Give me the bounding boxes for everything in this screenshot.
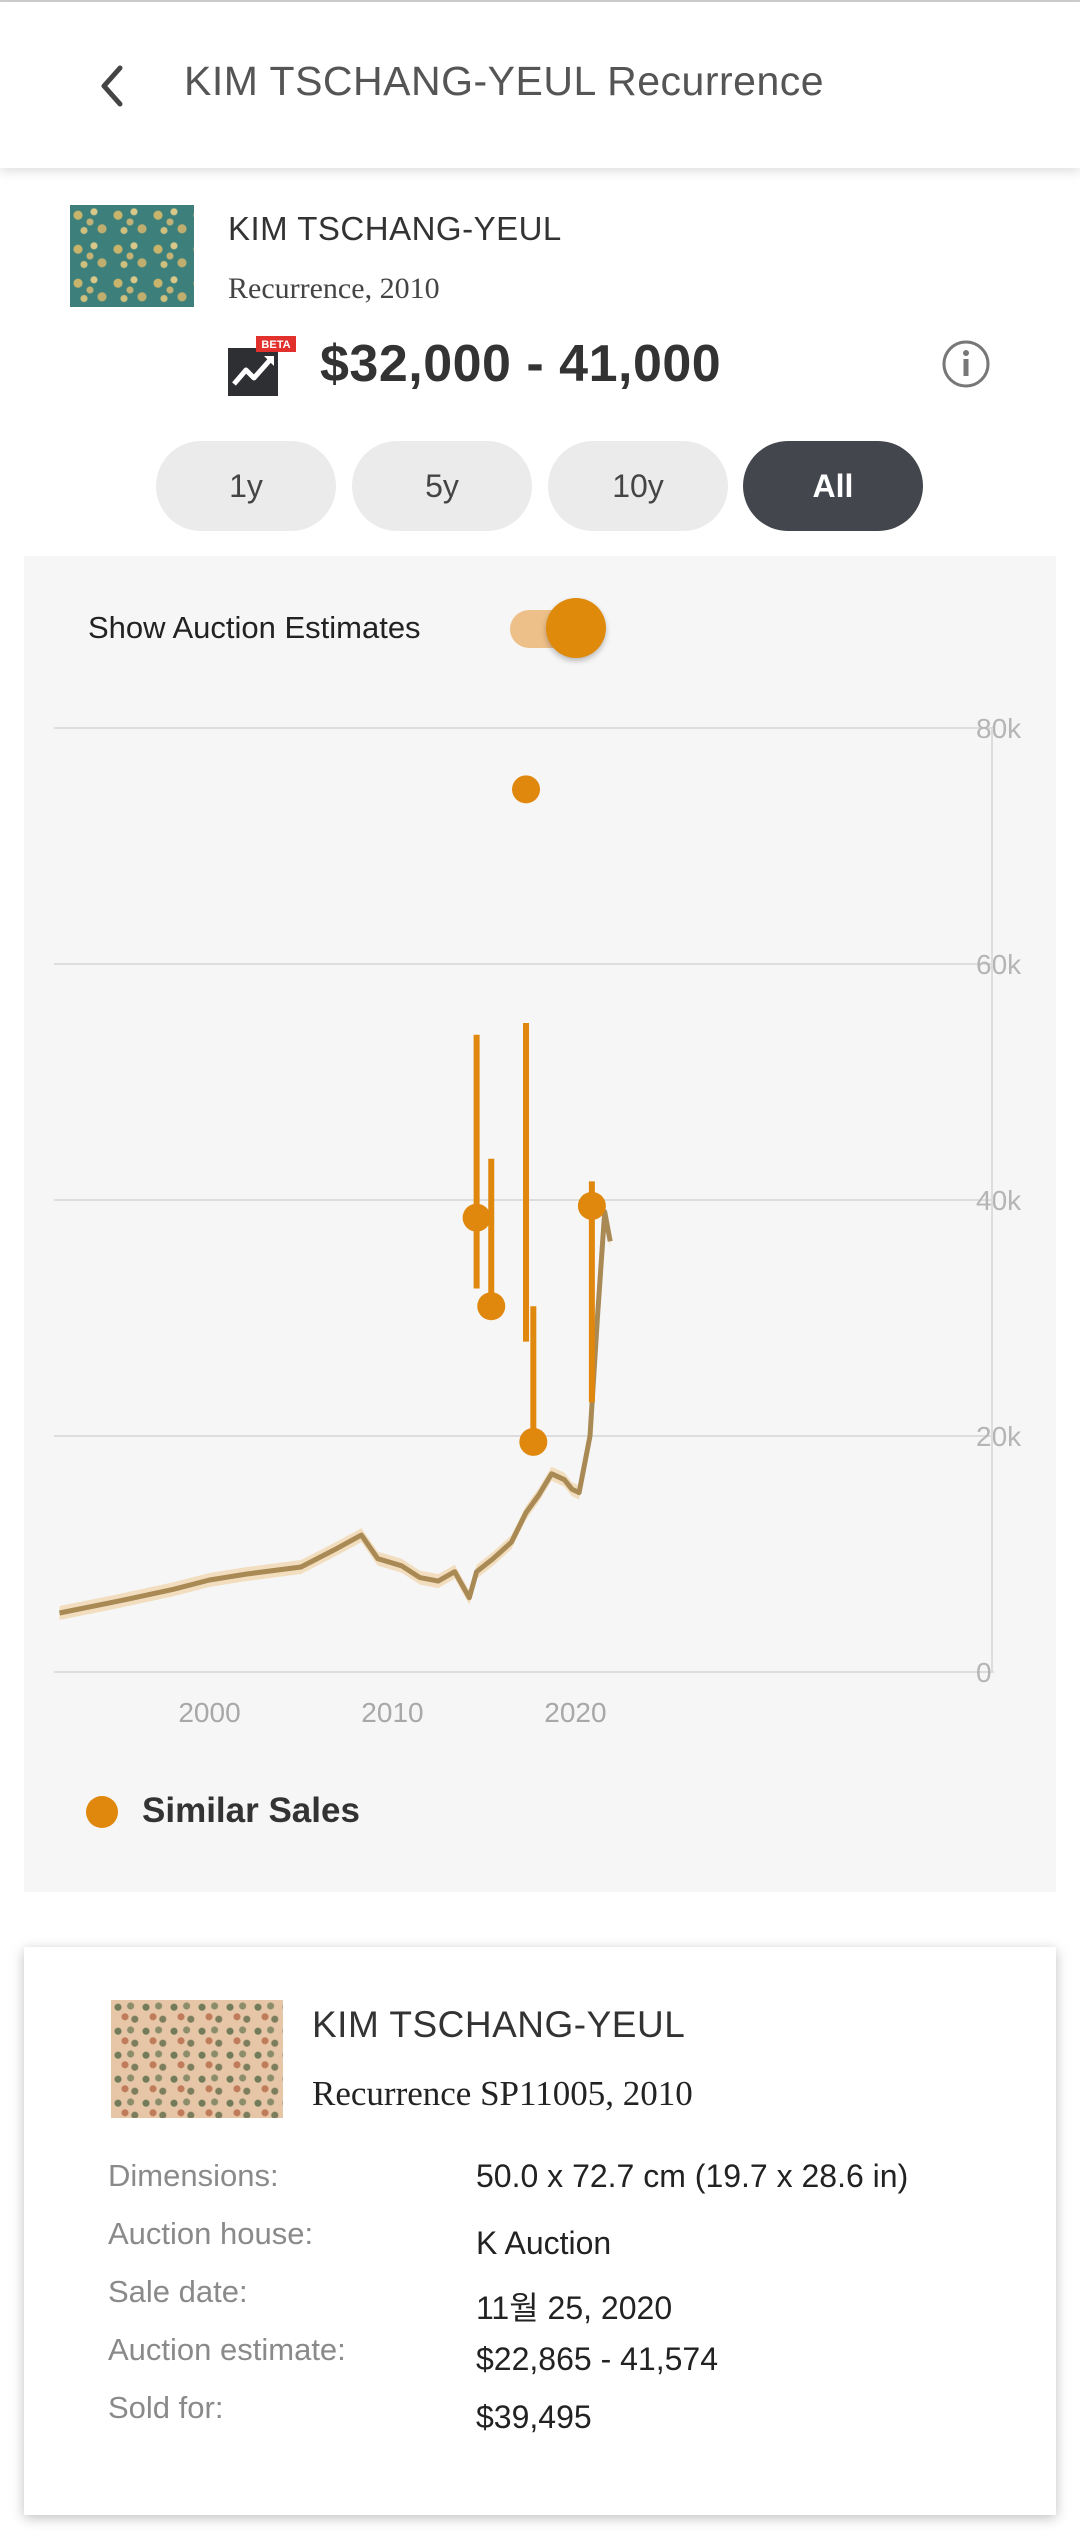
popup-pointer bbox=[504, 1910, 580, 1948]
x-tick-label: 2000 bbox=[178, 1697, 240, 1728]
similar-sale-point bbox=[462, 1203, 491, 1232]
beta-badge: BETA bbox=[261, 339, 290, 351]
artist-name: KIM TSCHANG-YEUL bbox=[228, 210, 562, 247]
detail-value-dimensions: 50.0 x 72.7 cm (19.7 x 28.6 in) bbox=[476, 2158, 909, 2194]
chart-panel bbox=[24, 556, 1056, 1892]
price-estimate: $32,000 - 41,000 bbox=[320, 335, 722, 393]
toggle-label: Show Auction Estimates bbox=[88, 610, 421, 645]
y-tick-label: 60k bbox=[976, 949, 1022, 980]
trend-beta-icon: BETA bbox=[228, 336, 296, 396]
y-tick-label: 20k bbox=[976, 1421, 1022, 1452]
sale-artwork-title: Recurrence SP11005, 2010 bbox=[312, 2074, 693, 2113]
range-tab-5y[interactable]: 5y bbox=[352, 441, 532, 531]
similar-sale-point bbox=[519, 1427, 548, 1456]
detail-label-sale-date: Sale date: bbox=[108, 2274, 248, 2309]
detail-label-auction-house: Auction house: bbox=[108, 2216, 314, 2251]
auction-estimates-toggle[interactable] bbox=[510, 598, 610, 658]
trend-line bbox=[59, 1209, 613, 1616]
y-tick-label: 80k bbox=[976, 713, 1022, 744]
range-tab-10y[interactable]: 10y bbox=[548, 441, 728, 531]
similar-sale-point bbox=[577, 1191, 606, 1220]
legend-dot bbox=[86, 1796, 118, 1828]
sale-artist-name: KIM TSCHANG-YEUL bbox=[312, 2004, 686, 2045]
y-tick-label: 0 bbox=[976, 1657, 992, 1688]
page-title: KIM TSCHANG-YEUL Recurrence bbox=[184, 58, 825, 104]
price-chart: 0 20k 40k 60k 80k 2000 2010 2020 bbox=[54, 713, 1022, 1728]
info-icon[interactable] bbox=[940, 338, 992, 390]
range-tab-1y[interactable]: 1y bbox=[156, 441, 336, 531]
detail-label-dimensions: Dimensions: bbox=[108, 2158, 279, 2193]
similar-sale-point bbox=[512, 775, 541, 804]
status-divider bbox=[0, 0, 1080, 2]
x-tick-label: 2020 bbox=[544, 1697, 606, 1728]
range-tab-all[interactable]: All bbox=[743, 441, 923, 531]
app-header: KIM TSCHANG-YEUL Recurrence bbox=[0, 2, 1080, 168]
detail-value-auction-house: K Auction bbox=[476, 2225, 612, 2261]
y-tick-label: 40k bbox=[976, 1185, 1022, 1216]
toggle-knob bbox=[546, 598, 606, 658]
similar-sale-point bbox=[477, 1292, 506, 1321]
x-tick-label: 2010 bbox=[361, 1697, 423, 1728]
detail-value-sold-for: $39,495 bbox=[476, 2399, 592, 2435]
detail-label-auction-estimate: Auction estimate: bbox=[108, 2332, 346, 2367]
detail-label-sold-for: Sold for: bbox=[108, 2390, 224, 2425]
artwork-title: Recurrence, 2010 bbox=[228, 272, 440, 305]
chevron-left-icon bbox=[101, 65, 123, 107]
sale-artwork-thumbnail[interactable] bbox=[111, 2000, 283, 2118]
back-button[interactable] bbox=[90, 56, 140, 116]
artwork-thumbnail[interactable] bbox=[70, 205, 194, 307]
legend-label: Similar Sales bbox=[142, 1791, 360, 1830]
detail-value-auction-estimate: $22,865 - 41,574 bbox=[476, 2341, 718, 2377]
detail-value-sale-date: 11월 25, 2020 bbox=[476, 2290, 673, 2326]
